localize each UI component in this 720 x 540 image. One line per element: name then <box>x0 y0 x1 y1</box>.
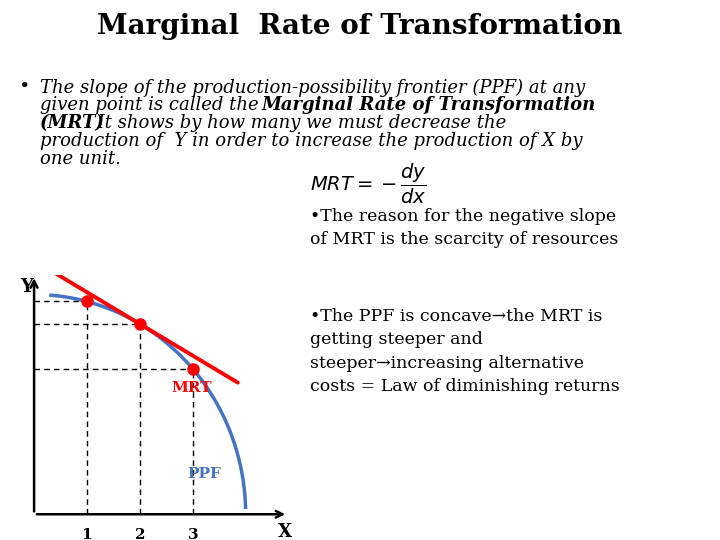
Text: Marginal Rate of Transformation: Marginal Rate of Transformation <box>261 96 595 114</box>
Text: 1: 1 <box>81 528 92 540</box>
Text: one unit.: one unit. <box>40 150 120 167</box>
Text: PPF: PPF <box>187 468 221 482</box>
Text: The slope of the production-possibility frontier (PPF) at any: The slope of the production-possibility … <box>40 78 585 97</box>
Text: X: X <box>279 523 292 540</box>
Text: MRT: MRT <box>171 381 212 395</box>
Text: 2: 2 <box>135 528 145 540</box>
Text: •: • <box>18 78 30 96</box>
Text: Marginal  Rate of Transformation: Marginal Rate of Transformation <box>97 14 623 40</box>
Text: •The reason for the negative slope
of MRT is the scarcity of resources: •The reason for the negative slope of MR… <box>310 208 618 248</box>
Text: production of  Y in order to increase the production of X by: production of Y in order to increase the… <box>40 132 582 150</box>
Text: 3: 3 <box>187 528 198 540</box>
Text: •The PPF is concave→the MRT is
getting steeper and
steeper→increasing alternativ: •The PPF is concave→the MRT is getting s… <box>310 308 619 395</box>
Text: . It shows by how many we must decrease the: . It shows by how many we must decrease … <box>86 114 507 132</box>
Text: $MRT = -\dfrac{dy}{dx}$: $MRT = -\dfrac{dy}{dx}$ <box>310 162 426 206</box>
Text: Y: Y <box>19 278 32 296</box>
Text: (MRT): (MRT) <box>40 114 104 132</box>
Text: given point is called the: given point is called the <box>40 96 264 114</box>
